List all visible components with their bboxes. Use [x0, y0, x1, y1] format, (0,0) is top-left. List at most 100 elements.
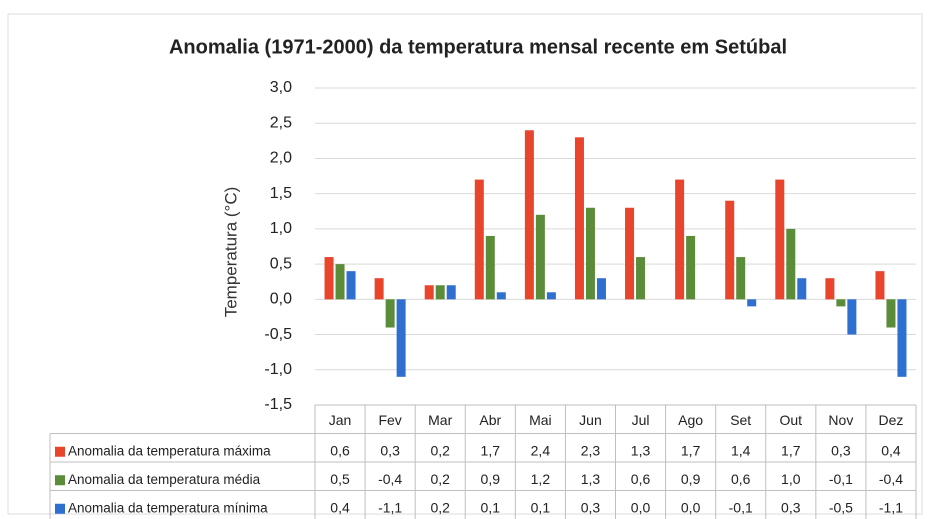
chart-title: Anomalia (1971-2000) da temperatura mens…	[169, 36, 787, 58]
legend-label: Anomalia da temperatura mínima	[68, 500, 268, 515]
bar	[686, 235, 696, 300]
table-cell: 0,5	[330, 471, 350, 487]
table-cell: 0,2	[430, 471, 450, 487]
bar	[897, 299, 907, 377]
table-cell: 0,1	[481, 499, 501, 515]
table-cell: 2,3	[581, 442, 601, 458]
table-cell: 1,2	[531, 471, 551, 487]
table-cell: 0,6	[631, 471, 651, 487]
table-cell: 0,9	[681, 471, 701, 487]
table-cell: 0,3	[831, 442, 851, 458]
table-cell: -0,1	[829, 471, 853, 487]
bar	[524, 130, 534, 300]
x-tick-label: Mai	[529, 412, 552, 428]
y-tick-label: 1,5	[270, 185, 292, 202]
x-tick-label: Out	[780, 412, 803, 428]
table-cell: 1,0	[781, 471, 801, 487]
bar	[374, 278, 384, 300]
table-cell: -1,1	[378, 499, 402, 515]
bar	[847, 299, 857, 335]
table-cell: 0,3	[581, 499, 601, 515]
bar	[385, 299, 395, 328]
x-tick-label: Jun	[579, 412, 602, 428]
y-tick-label: -1,5	[264, 396, 292, 413]
bar	[335, 264, 345, 300]
y-tick-label: 1,0	[270, 220, 292, 237]
bar	[474, 179, 484, 300]
bar	[346, 271, 356, 300]
table-cell: -0,5	[829, 499, 853, 515]
table-cell: 0,3	[380, 442, 400, 458]
x-tick-label: Nov	[828, 412, 853, 428]
table-cell: 1,3	[631, 442, 651, 458]
y-tick-label: 0,5	[270, 255, 292, 272]
y-tick-label: 2,0	[270, 150, 292, 167]
bar	[446, 285, 456, 300]
bar	[875, 271, 885, 300]
x-tick-label: Abr	[479, 412, 501, 428]
y-tick-label: 0,0	[270, 291, 292, 308]
bar	[574, 137, 584, 300]
bar	[736, 257, 746, 300]
x-tick-label: Mar	[428, 412, 452, 428]
bar	[496, 292, 506, 300]
y-tick-label: -1,0	[264, 361, 292, 378]
bar	[535, 214, 545, 300]
bar	[886, 299, 896, 328]
bar	[797, 278, 807, 300]
table-cell: 0,0	[631, 499, 651, 515]
table-cell: 0,6	[330, 442, 350, 458]
y-axis-label: Temperatura (°C)	[221, 187, 240, 318]
y-tick-label: -0,5	[264, 326, 292, 343]
bar	[324, 257, 334, 300]
table-cell: 1,4	[731, 442, 751, 458]
table-cell: 0,2	[430, 442, 450, 458]
table-cell: 0,4	[881, 442, 901, 458]
bar	[636, 257, 646, 300]
table-cell: -0,1	[729, 499, 753, 515]
x-tick-label: Jan	[329, 412, 352, 428]
table-cell: -1,1	[879, 499, 903, 515]
table-cell: 1,3	[581, 471, 601, 487]
y-tick-label: 2,5	[270, 114, 292, 131]
x-tick-label: Dez	[879, 412, 904, 428]
table-cell: 0,0	[681, 499, 701, 515]
bar	[596, 278, 606, 300]
bar	[546, 292, 556, 300]
legend-label: Anomalia da temperatura máxima	[68, 443, 271, 458]
table-cell: 0,4	[330, 499, 350, 515]
table-cell: 0,6	[731, 471, 751, 487]
bar	[836, 299, 846, 307]
bar	[725, 200, 735, 300]
bar	[396, 299, 406, 377]
table-cell: 2,4	[531, 442, 551, 458]
bar	[625, 207, 635, 300]
bar	[775, 179, 785, 300]
bar	[585, 207, 595, 300]
bar	[424, 285, 434, 300]
table-cell: -0,4	[879, 471, 903, 487]
legend-swatch	[55, 503, 65, 514]
legend-swatch	[55, 446, 65, 457]
bar	[786, 228, 796, 300]
legend-label: Anomalia da temperatura média	[68, 472, 261, 487]
table-cell: 0,1	[531, 499, 551, 515]
table-cell: -0,4	[378, 471, 402, 487]
x-tick-label: Fev	[378, 412, 401, 428]
table-cell: 1,7	[481, 442, 501, 458]
legend-swatch	[55, 475, 65, 486]
table-cell: 0,2	[430, 499, 450, 515]
bar	[825, 278, 835, 300]
bar	[747, 299, 757, 307]
y-tick-label: 3,0	[270, 79, 292, 96]
bar	[675, 179, 685, 300]
x-tick-label: Set	[730, 412, 751, 428]
x-tick-label: Jul	[632, 412, 650, 428]
table-cell: 0,3	[781, 499, 801, 515]
table-cell: 1,7	[681, 442, 701, 458]
table-cell: 1,7	[781, 442, 801, 458]
x-tick-label: Ago	[678, 412, 703, 428]
table-cell: 0,9	[481, 471, 501, 487]
bar	[435, 285, 445, 300]
